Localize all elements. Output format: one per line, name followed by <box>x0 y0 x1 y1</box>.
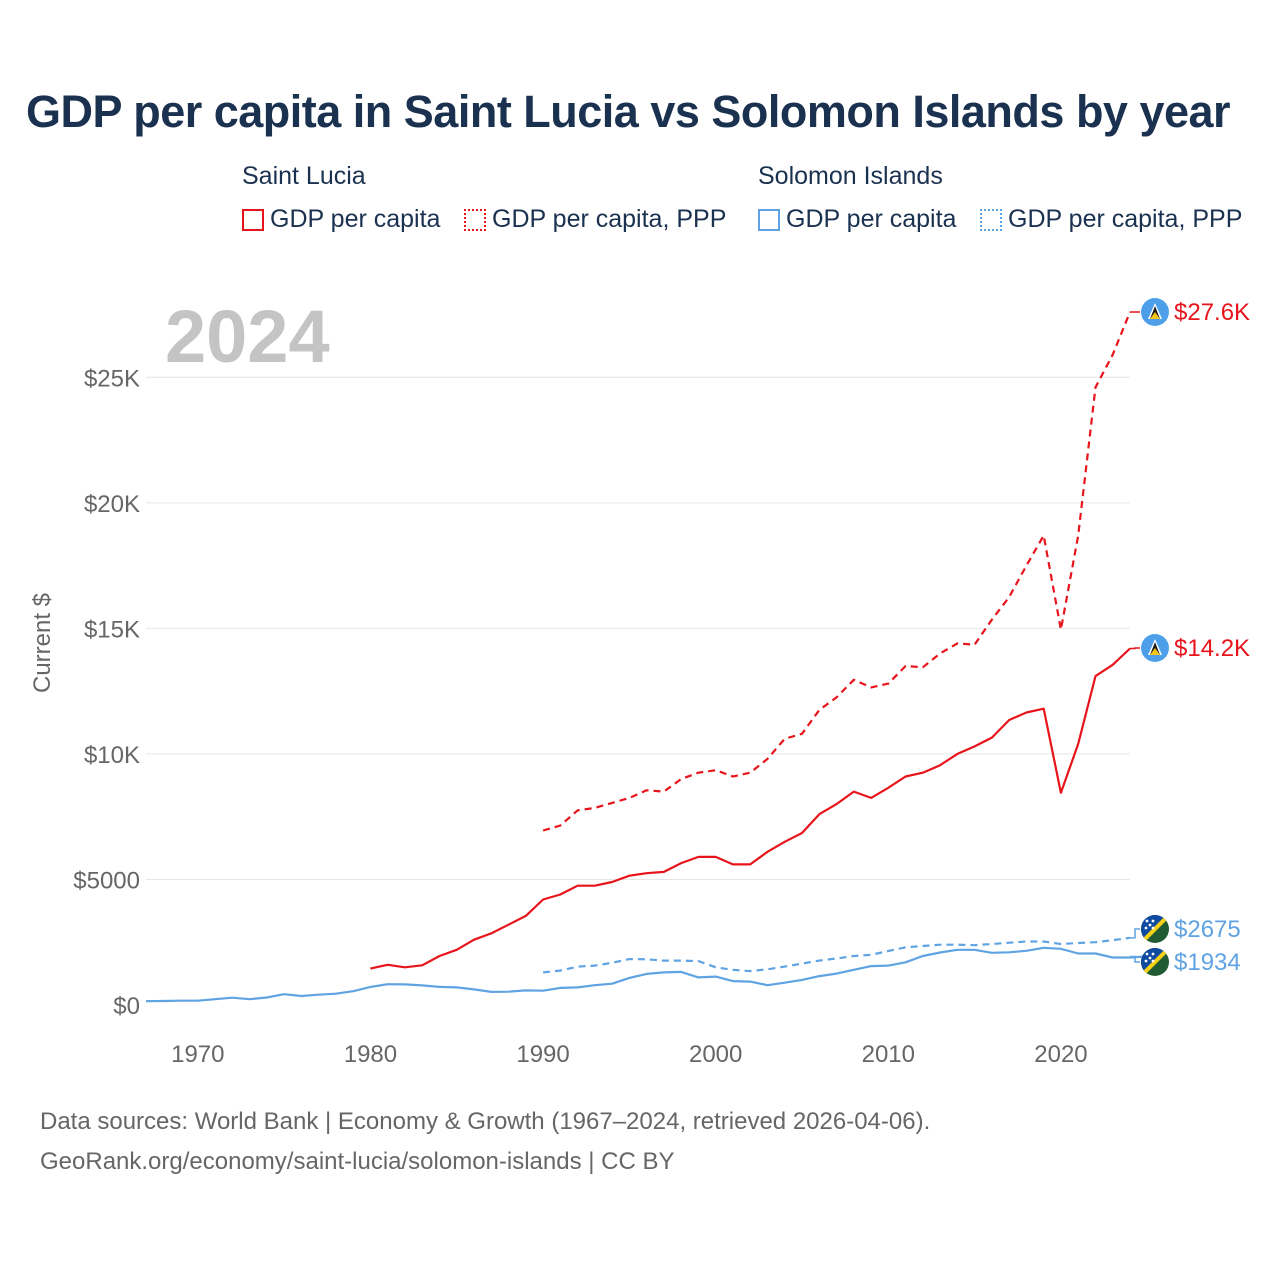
legend-group-solomon-islands: Solomon Islands <box>758 162 943 190</box>
legend-swatch-saint-lucia-ppp <box>464 208 486 231</box>
y-tick-label: $20K <box>84 491 140 518</box>
series-lines <box>145 311 1148 1003</box>
gridlines <box>146 376 1130 880</box>
y-axis-ticks: $0 $5000 $10K $15K $20K $25K <box>73 365 140 1020</box>
y-tick-label: $25K <box>84 365 140 392</box>
y-tick-label: $0 <box>113 993 140 1020</box>
saint-lucia-flag-icon <box>1141 634 1169 662</box>
y-tick-label: $15K <box>84 616 140 643</box>
y-tick-label: $10K <box>84 742 140 769</box>
end-label-connector <box>1130 955 1140 963</box>
legend-label-solomon-ppp: GDP per capita, PPP <box>1008 205 1243 233</box>
legend-group-saint-lucia: Saint Lucia <box>242 162 366 190</box>
series-line <box>370 647 1131 970</box>
end-labels: $27.6K $14.2K $2675 $1934 <box>1174 299 1250 976</box>
x-tick-label: 1970 <box>171 1041 224 1068</box>
x-tick-label: 2000 <box>689 1041 742 1068</box>
legend-item-saint-lucia-ppp[interactable]: GDP per capita, PPP <box>464 205 726 234</box>
legend-swatch-saint-lucia-gdp <box>242 208 264 231</box>
solomon-islands-flag-icon <box>1141 948 1169 976</box>
end-label: $14.2K <box>1174 635 1250 662</box>
x-tick-label: 1980 <box>344 1041 397 1068</box>
series-line <box>542 936 1131 974</box>
x-tick-label: 1990 <box>516 1041 569 1068</box>
end-label: $1934 <box>1174 949 1241 976</box>
series-line <box>145 946 1148 1003</box>
footer-credit: GeoRank.org/economy/saint-lucia/solomon-… <box>40 1148 675 1175</box>
legend-label-saint-lucia-gdp: GDP per capita <box>270 205 441 233</box>
end-label-connector <box>1130 928 1140 939</box>
chart-title: GDP per capita in Saint Lucia vs Solomon… <box>26 86 1231 137</box>
solomon-islands-flag-icon <box>1141 915 1169 943</box>
series-line <box>542 311 1132 832</box>
legend-item-saint-lucia-gdp[interactable]: GDP per capita <box>242 205 440 234</box>
legend-label-solomon-gdp: GDP per capita <box>786 205 957 233</box>
legend-swatch-solomon-ppp <box>980 208 1002 231</box>
footer-sources: Data sources: World Bank | Economy & Gro… <box>40 1108 931 1135</box>
legend-label-saint-lucia-ppp: GDP per capita, PPP <box>492 205 727 233</box>
legend-item-solomon-ppp[interactable]: GDP per capita, PPP <box>980 205 1242 234</box>
legend-item-solomon-gdp[interactable]: GDP per capita <box>758 205 956 234</box>
saint-lucia-flag-icon <box>1141 298 1169 326</box>
legend-swatch-solomon-gdp <box>758 208 780 231</box>
end-label: $2675 <box>1174 916 1241 943</box>
end-markers <box>1141 298 1169 976</box>
y-axis-label: Current $ <box>29 593 56 693</box>
end-label: $27.6K <box>1174 299 1250 326</box>
y-tick-label: $5000 <box>73 867 140 894</box>
year-watermark: 2024 <box>165 295 330 378</box>
x-tick-label: 2010 <box>862 1041 915 1068</box>
x-tick-label: 2020 <box>1034 1041 1087 1068</box>
x-axis-ticks: 1970 1980 1990 2000 2010 2020 <box>171 1041 1088 1068</box>
